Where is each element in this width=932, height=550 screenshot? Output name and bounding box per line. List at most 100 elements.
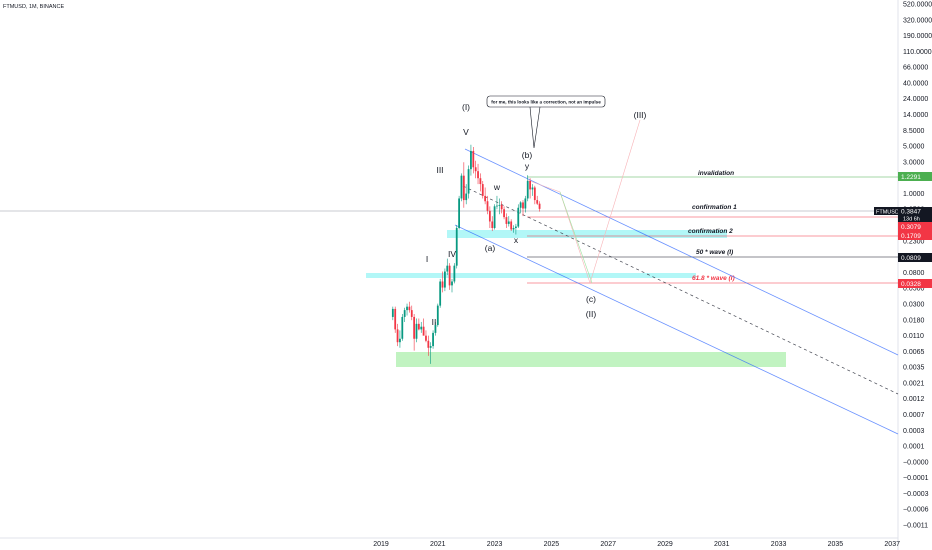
candle-body[interactable] [408, 306, 411, 311]
wave-label-b: (b) [522, 150, 533, 160]
candle-body[interactable] [436, 305, 439, 326]
demand-zone[interactable] [396, 352, 786, 367]
candle-body[interactable] [458, 198, 460, 228]
candle-body[interactable] [394, 308, 397, 330]
price-tags[interactable]: 1.2291 FTMUSD 0.3847 13d 6h 0.3079 0.170… [874, 172, 932, 288]
candle-body[interactable] [498, 204, 501, 206]
candle-body[interactable] [479, 178, 482, 185]
projection-green-path[interactable] [559, 191, 593, 284]
support-zone-confirmation[interactable] [447, 230, 727, 238]
candle-body[interactable] [488, 210, 491, 222]
fib-618-price-tag [898, 279, 932, 288]
time-tick-label: 2033 [771, 541, 787, 548]
candle-body[interactable] [470, 150, 472, 170]
candle-body[interactable] [510, 221, 513, 230]
candle-body[interactable] [484, 195, 487, 202]
candle-body[interactable] [529, 181, 531, 190]
candle-body[interactable] [493, 206, 496, 228]
symbol-tag-text: FTMUSD [876, 210, 899, 216]
candle-body[interactable] [500, 204, 503, 210]
candle-body[interactable] [533, 187, 536, 201]
price-tick-label: 320.0000 [903, 17, 932, 24]
candle-body[interactable] [451, 281, 453, 286]
candle-body[interactable] [410, 310, 413, 317]
price-tick-label: 0.0012 [903, 396, 925, 403]
candle-body[interactable] [503, 209, 505, 218]
candle-body[interactable] [472, 150, 475, 168]
support-zone-fifty[interactable] [366, 273, 696, 278]
symbol-title: FTMUSD, 1M, BINANCE [3, 4, 64, 10]
candle-body[interactable] [491, 221, 494, 228]
channel-upper-line[interactable] [464, 148, 899, 356]
candle-body[interactable] [420, 326, 423, 330]
candle-body[interactable] [422, 326, 425, 336]
candle-body[interactable] [455, 227, 458, 266]
candle-body[interactable] [403, 310, 406, 317]
candle-body[interactable] [396, 329, 399, 343]
candle-body[interactable] [427, 340, 430, 348]
candle-body[interactable] [531, 187, 534, 190]
channel-lower-line[interactable] [454, 224, 899, 435]
wave-label-I: I [426, 254, 428, 264]
candle-body[interactable] [524, 198, 527, 209]
candle-body[interactable] [401, 316, 404, 339]
time-tick-label: 2019 [373, 541, 389, 548]
candle-body[interactable] [517, 207, 520, 227]
time-tick-label: 2031 [714, 541, 730, 548]
price-tick-label: 24.0000 [903, 96, 928, 103]
fib-618-price-text: 0.0328 [901, 281, 921, 288]
price-tick-label: 520.0000 [903, 2, 932, 9]
price-tick-label: 14.0000 [903, 112, 928, 119]
time-axis[interactable]: 2019 2021 2023 2025 2027 2029 2031 2033 2035 2037 [373, 541, 900, 548]
last-price-tag [898, 207, 932, 215]
candle-body[interactable] [406, 306, 408, 311]
candle-body[interactable] [448, 265, 451, 286]
candle-body[interactable] [417, 323, 420, 330]
candle-body[interactable] [505, 217, 508, 224]
candle-body[interactable] [434, 325, 437, 333]
candle-body[interactable] [538, 203, 541, 209]
candle-body[interactable] [432, 332, 434, 347]
wave-label-primary-III: (III) [634, 110, 647, 120]
candle-body[interactable] [439, 281, 442, 306]
candle-body[interactable] [526, 181, 529, 199]
candlesticks[interactable] [391, 144, 541, 364]
candle-body[interactable] [496, 205, 498, 207]
candle-body[interactable] [453, 265, 456, 282]
candle-body[interactable] [474, 167, 477, 172]
candle-body[interactable] [486, 201, 489, 211]
candle-body[interactable] [522, 202, 524, 209]
candle-body[interactable] [391, 308, 394, 317]
price-axis[interactable]: 520.0000 320.0000 190.0000 110.0000 66.0000 4… [903, 2, 932, 530]
projection-red-path[interactable] [526, 119, 641, 284]
wave-label-c: (c) [586, 294, 596, 304]
candle-body[interactable] [507, 221, 510, 224]
candle-body[interactable] [512, 227, 515, 230]
candle-body[interactable] [460, 175, 463, 199]
fifty-wave-label: 50 * wave (I) [696, 249, 733, 256]
candle-body[interactable] [481, 184, 484, 196]
price-tick-label: 110.0000 [903, 49, 932, 56]
time-tick-label: 2029 [657, 541, 673, 548]
candle-body[interactable] [441, 281, 444, 288]
candle-body[interactable] [444, 271, 446, 288]
candle-body[interactable] [515, 226, 517, 228]
candle-body[interactable] [477, 171, 479, 179]
candle-body[interactable] [415, 323, 418, 339]
candle-body[interactable] [462, 175, 465, 201]
invalidation-label: invalidation [698, 170, 734, 177]
candle-body[interactable] [465, 193, 468, 201]
candle-body[interactable] [519, 202, 522, 208]
wave-label-x: x [514, 235, 519, 245]
candle-body[interactable] [399, 338, 401, 343]
candle-body[interactable] [536, 200, 539, 204]
callout-note[interactable]: for me, this looks like a correction, no… [486, 95, 606, 149]
candle-body[interactable] [467, 169, 470, 194]
candle-body[interactable] [425, 335, 427, 341]
candle-body[interactable] [413, 316, 416, 339]
price-tick-label: 0.0035 [903, 365, 925, 372]
candle-body[interactable] [429, 346, 432, 348]
channel-median-line[interactable] [462, 185, 899, 395]
candle-body[interactable] [446, 265, 449, 272]
